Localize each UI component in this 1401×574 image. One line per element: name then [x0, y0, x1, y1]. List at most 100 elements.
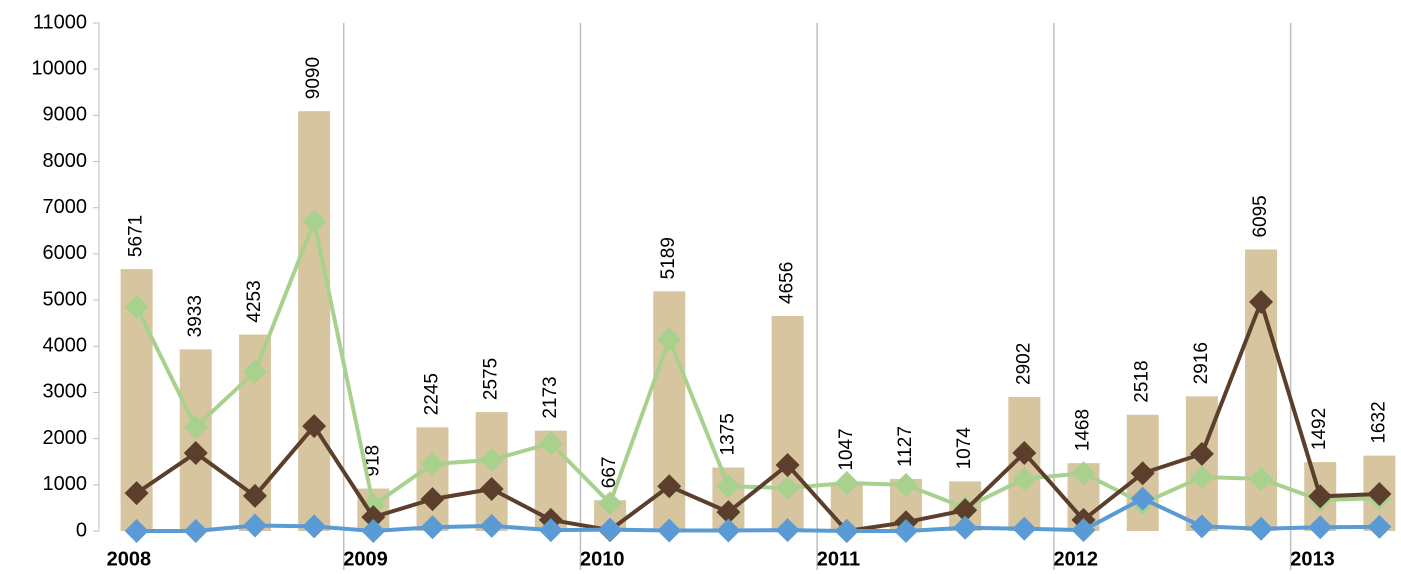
value-label: 6095 [1250, 195, 1271, 237]
marker [893, 519, 918, 543]
marker [183, 440, 208, 465]
marker [1012, 466, 1037, 491]
marker [1130, 486, 1155, 511]
marker [420, 515, 445, 540]
marker [479, 447, 504, 472]
marker [1189, 464, 1214, 489]
marker [479, 513, 504, 538]
marker [1071, 461, 1096, 486]
value-label: 667 [599, 456, 620, 488]
x-tick-label: 2012 [1054, 548, 1099, 570]
marker [420, 452, 445, 477]
marker [1249, 516, 1274, 541]
marker [124, 481, 149, 506]
marker [1367, 482, 1392, 507]
marker [1189, 514, 1214, 539]
value-label: 1375 [717, 413, 738, 455]
marker [1308, 515, 1333, 540]
value-label: 5189 [658, 237, 679, 279]
marker [834, 519, 859, 543]
value-label: 2575 [481, 358, 502, 400]
marker [538, 518, 563, 543]
marker [893, 472, 918, 497]
x-tick-label: 2011 [817, 548, 860, 570]
y-tick-label: 9000 [43, 104, 88, 126]
marker [716, 500, 741, 525]
marker [1249, 466, 1274, 491]
marker [1012, 516, 1037, 541]
marker [598, 517, 623, 542]
bar [298, 111, 331, 531]
line [135, 299, 1380, 533]
value-label: 2245 [422, 373, 443, 415]
bar [179, 349, 212, 531]
y-tick-label: 0 [76, 519, 87, 541]
y-tick-label: 4000 [43, 335, 88, 357]
y-tick-label: 10000 [31, 57, 87, 79]
value-label: 2173 [540, 376, 561, 418]
marker [124, 519, 149, 543]
marker [775, 518, 800, 543]
marker [716, 518, 741, 543]
y-tick-label: 11000 [33, 11, 87, 33]
marker [834, 470, 859, 495]
marker [479, 476, 504, 501]
marker [183, 519, 208, 543]
y-tick-label: 3000 [43, 381, 88, 403]
line [136, 496, 1380, 533]
marker [302, 514, 327, 539]
value-label: 1047 [836, 428, 857, 470]
value-label: 9090 [303, 57, 324, 99]
x-tick-label: 2013 [1290, 548, 1335, 570]
value-label: 4656 [777, 262, 798, 304]
value-label: 5671 [126, 215, 147, 257]
value-label: 4253 [244, 280, 265, 322]
marker [716, 474, 741, 499]
marker [124, 295, 149, 320]
marker [242, 483, 267, 508]
x-tick-label: 2010 [580, 548, 625, 570]
marker [657, 327, 682, 352]
value-label: 2518 [1132, 360, 1153, 402]
bar [416, 427, 449, 531]
marker [775, 452, 800, 477]
marker [657, 474, 682, 499]
marker [1308, 484, 1333, 509]
y-tick-label: 7000 [43, 196, 88, 218]
marker [183, 415, 208, 440]
value-label: 1074 [954, 427, 975, 470]
y-tick-label: 5000 [43, 288, 88, 310]
value-label: 1632 [1368, 401, 1389, 443]
value-label: 3933 [185, 295, 206, 337]
marker [242, 513, 267, 538]
y-tick-label: 2000 [43, 427, 88, 449]
marker [1249, 289, 1274, 314]
marker [1012, 440, 1037, 465]
y-tick-label: 1000 [43, 473, 88, 495]
marker [1367, 514, 1392, 539]
x-tick-label: 2009 [343, 548, 388, 570]
marker [775, 476, 800, 501]
marker [538, 431, 563, 456]
value-label: 1492 [1309, 408, 1330, 450]
marker [242, 359, 267, 384]
marker [420, 487, 445, 512]
marker [302, 414, 327, 439]
value-label: 1127 [895, 426, 916, 467]
marker [657, 518, 682, 543]
marker [953, 498, 978, 523]
x-tick-label: 2008 [107, 548, 152, 570]
marker [302, 209, 327, 234]
value-label: 1468 [1073, 409, 1094, 451]
value-label: 2916 [1191, 342, 1212, 384]
marker [953, 515, 978, 540]
y-tick-label: 8000 [43, 150, 88, 172]
marker [598, 491, 623, 516]
marker [1071, 518, 1096, 543]
marker [361, 505, 386, 530]
marker [1189, 441, 1214, 466]
value-label: 2902 [1013, 343, 1034, 385]
marker [1130, 461, 1155, 486]
y-tick-label: 6000 [43, 242, 88, 264]
